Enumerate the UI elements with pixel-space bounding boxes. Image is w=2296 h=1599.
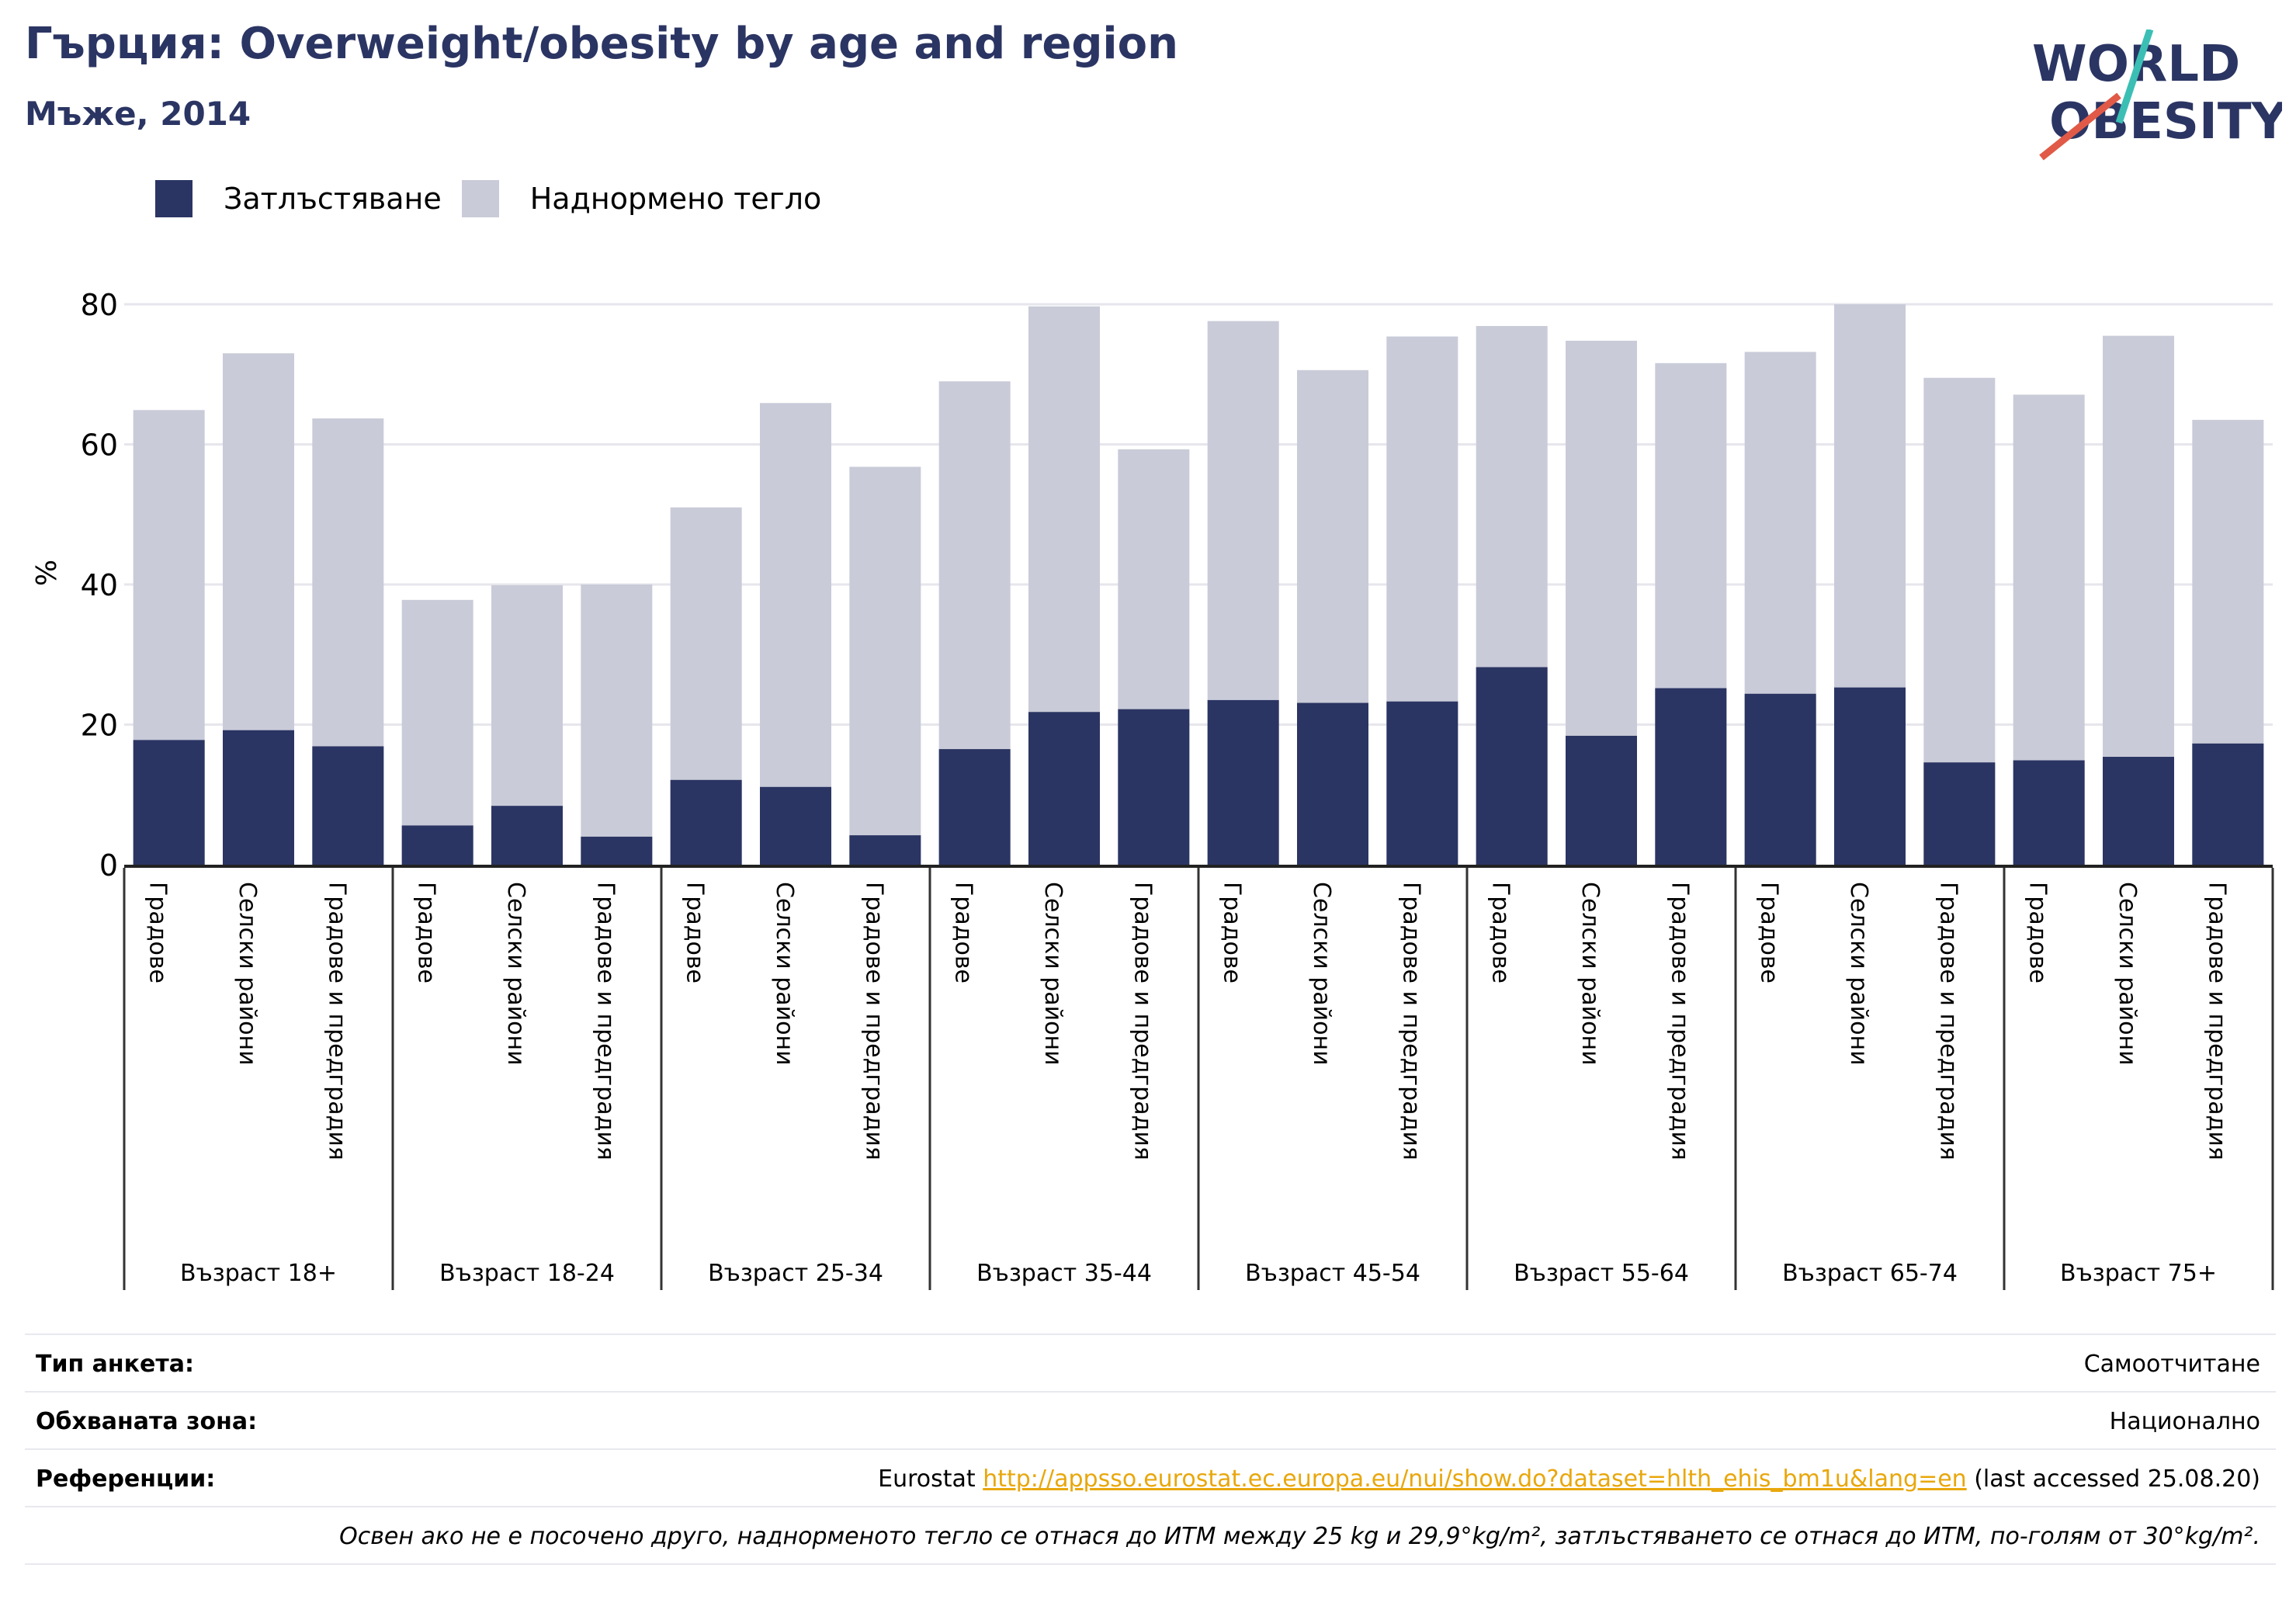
world-obesity-logo: WORLD OBESITY (2032, 29, 2282, 161)
bar-obesity (2103, 757, 2174, 865)
x-category-label: Градове и предградия (860, 882, 887, 1160)
bar-obesity (1834, 687, 1906, 865)
y-axis-label: % (31, 560, 63, 586)
x-category-label: Градове (1219, 882, 1246, 983)
y-tick-label: 80 (81, 288, 118, 322)
bar-obesity (1386, 701, 1458, 865)
x-category-label: Градове и предградия (1397, 882, 1424, 1160)
legend-swatch-overweight (461, 180, 499, 217)
x-category-label: Селски райони (502, 882, 529, 1066)
bar-obesity (1923, 762, 1996, 865)
footer-row-note: Освен ако не е посочено друго, наднормен… (25, 1506, 2276, 1565)
definition-note: Освен ако не е посочено друго, наднормен… (339, 1523, 2260, 1550)
y-tick-label: 20 (81, 709, 118, 743)
x-category-label: Градове (413, 882, 440, 983)
bar-chart: 0 20 40 60 80% Градове Селски райони Градове и … (31, 288, 2274, 1290)
x-category-label: Градове и предградия (323, 882, 350, 1160)
legend-item-obesity: Затлъстяване (155, 180, 442, 217)
coverage-label: Обхваната зона: (36, 1408, 258, 1435)
bar-obesity (670, 779, 742, 865)
x-category-label: Градове и предградия (2203, 882, 2230, 1160)
bar-obesity (133, 740, 205, 865)
bar-obesity (1207, 699, 1279, 865)
x-category-label: Градове (1756, 882, 1783, 983)
references-prefix: Eurostat (878, 1465, 983, 1493)
footer-row-coverage: Обхваната зона: Национално (25, 1391, 2276, 1448)
x-category-label: Селски райони (234, 882, 261, 1066)
x-category-label: Градове и предградия (1934, 882, 1961, 1160)
bar-obesity (581, 836, 653, 865)
bar-overweight (581, 584, 653, 865)
bar-obesity (1028, 712, 1100, 865)
bar-obesity (938, 749, 1011, 865)
bar-obesity (849, 835, 921, 865)
y-tick-label: 60 (81, 428, 118, 463)
x-group-label: Възраст 18+ (180, 1260, 337, 1287)
legend-item-overweight: Наднормено тегло (461, 180, 822, 217)
legend-label-obesity: Затлъстяване (224, 182, 442, 216)
bar-obesity (1297, 702, 1368, 865)
bar-obesity (223, 730, 294, 865)
references-value: Eurostat http://appsso.eurostat.ec.europ… (878, 1465, 2260, 1493)
logo-accent-teal (2115, 29, 2154, 124)
legend-label-overweight: Наднормено тегло (529, 182, 822, 216)
x-category-label: Градове (950, 882, 977, 983)
x-group-label: Възраст 65-74 (1782, 1260, 1958, 1287)
x-group-label: Възраст 55-64 (1514, 1260, 1689, 1287)
footer-row-survey-type: Тип анкета: Самоотчитане (25, 1334, 2276, 1391)
bar-obesity (1566, 735, 1637, 865)
x-category-label: Градове и предградия (1666, 882, 1693, 1160)
references-suffix: (last accessed 25.08.20) (1966, 1465, 2260, 1493)
x-group-label: Възраст 75+ (2060, 1260, 2217, 1287)
bar-obesity (2192, 743, 2264, 865)
bar-obesity (1476, 667, 1548, 865)
bar-obesity (491, 806, 563, 865)
legend: Затлъстяване Наднормено тегло (155, 177, 841, 220)
bar-obesity (401, 825, 473, 865)
coverage-value: Национално (2109, 1408, 2260, 1435)
x-category-label: Селски райони (2114, 882, 2141, 1066)
bar-obesity (760, 786, 831, 865)
x-category-label: Градове (144, 882, 172, 983)
references-label: Референции: (36, 1465, 216, 1493)
x-category-label: Селски райони (1845, 882, 1872, 1066)
survey-type-label: Тип анкета: (36, 1351, 194, 1378)
x-category-label: Селски райони (1308, 882, 1335, 1066)
chart-title: Гърция: Overweight/obesity by age and re… (25, 19, 1178, 69)
logo-accent-red (2039, 92, 2121, 161)
y-tick-label: 0 (99, 848, 118, 883)
references-link[interactable]: http://appsso.eurostat.ec.europa.eu/nui/… (983, 1465, 1967, 1493)
x-category-label: Градове (682, 882, 709, 983)
x-category-label: Селски райони (1039, 882, 1066, 1066)
bar-obesity (1655, 688, 1727, 865)
survey-type-value: Самоотчитане (2083, 1351, 2260, 1378)
bar-overweight (849, 467, 921, 865)
bar-obesity (1744, 693, 1816, 865)
x-group-label: Възраст 18-24 (439, 1260, 615, 1287)
footer-table: Тип анкета: Самоотчитане Обхваната зона:… (25, 1334, 2276, 1565)
x-category-label: Градове и предградия (591, 882, 619, 1160)
footer-row-references: Референции: Eurostat http://appsso.euros… (25, 1448, 2276, 1506)
bar-overweight (401, 599, 473, 865)
x-category-label: Градове (1487, 882, 1514, 983)
x-group-label: Възраст 45-54 (1245, 1260, 1420, 1287)
x-category-label: Селски райони (1576, 882, 1604, 1066)
legend-swatch-obesity (155, 180, 192, 217)
x-group-label: Възраст 25-34 (708, 1260, 883, 1287)
x-group-label: Възраст 35-44 (976, 1260, 1152, 1287)
bar-obesity (1118, 709, 1190, 865)
bar-obesity (2013, 760, 2085, 865)
bar-obesity (312, 746, 384, 865)
chart-subtitle: Мъже, 2014 (25, 95, 251, 133)
y-tick-label: 40 (81, 568, 118, 602)
x-category-label: Селски райони (771, 882, 798, 1066)
x-category-label: Градове и предградия (1129, 882, 1156, 1160)
x-category-label: Градове (2024, 882, 2051, 983)
